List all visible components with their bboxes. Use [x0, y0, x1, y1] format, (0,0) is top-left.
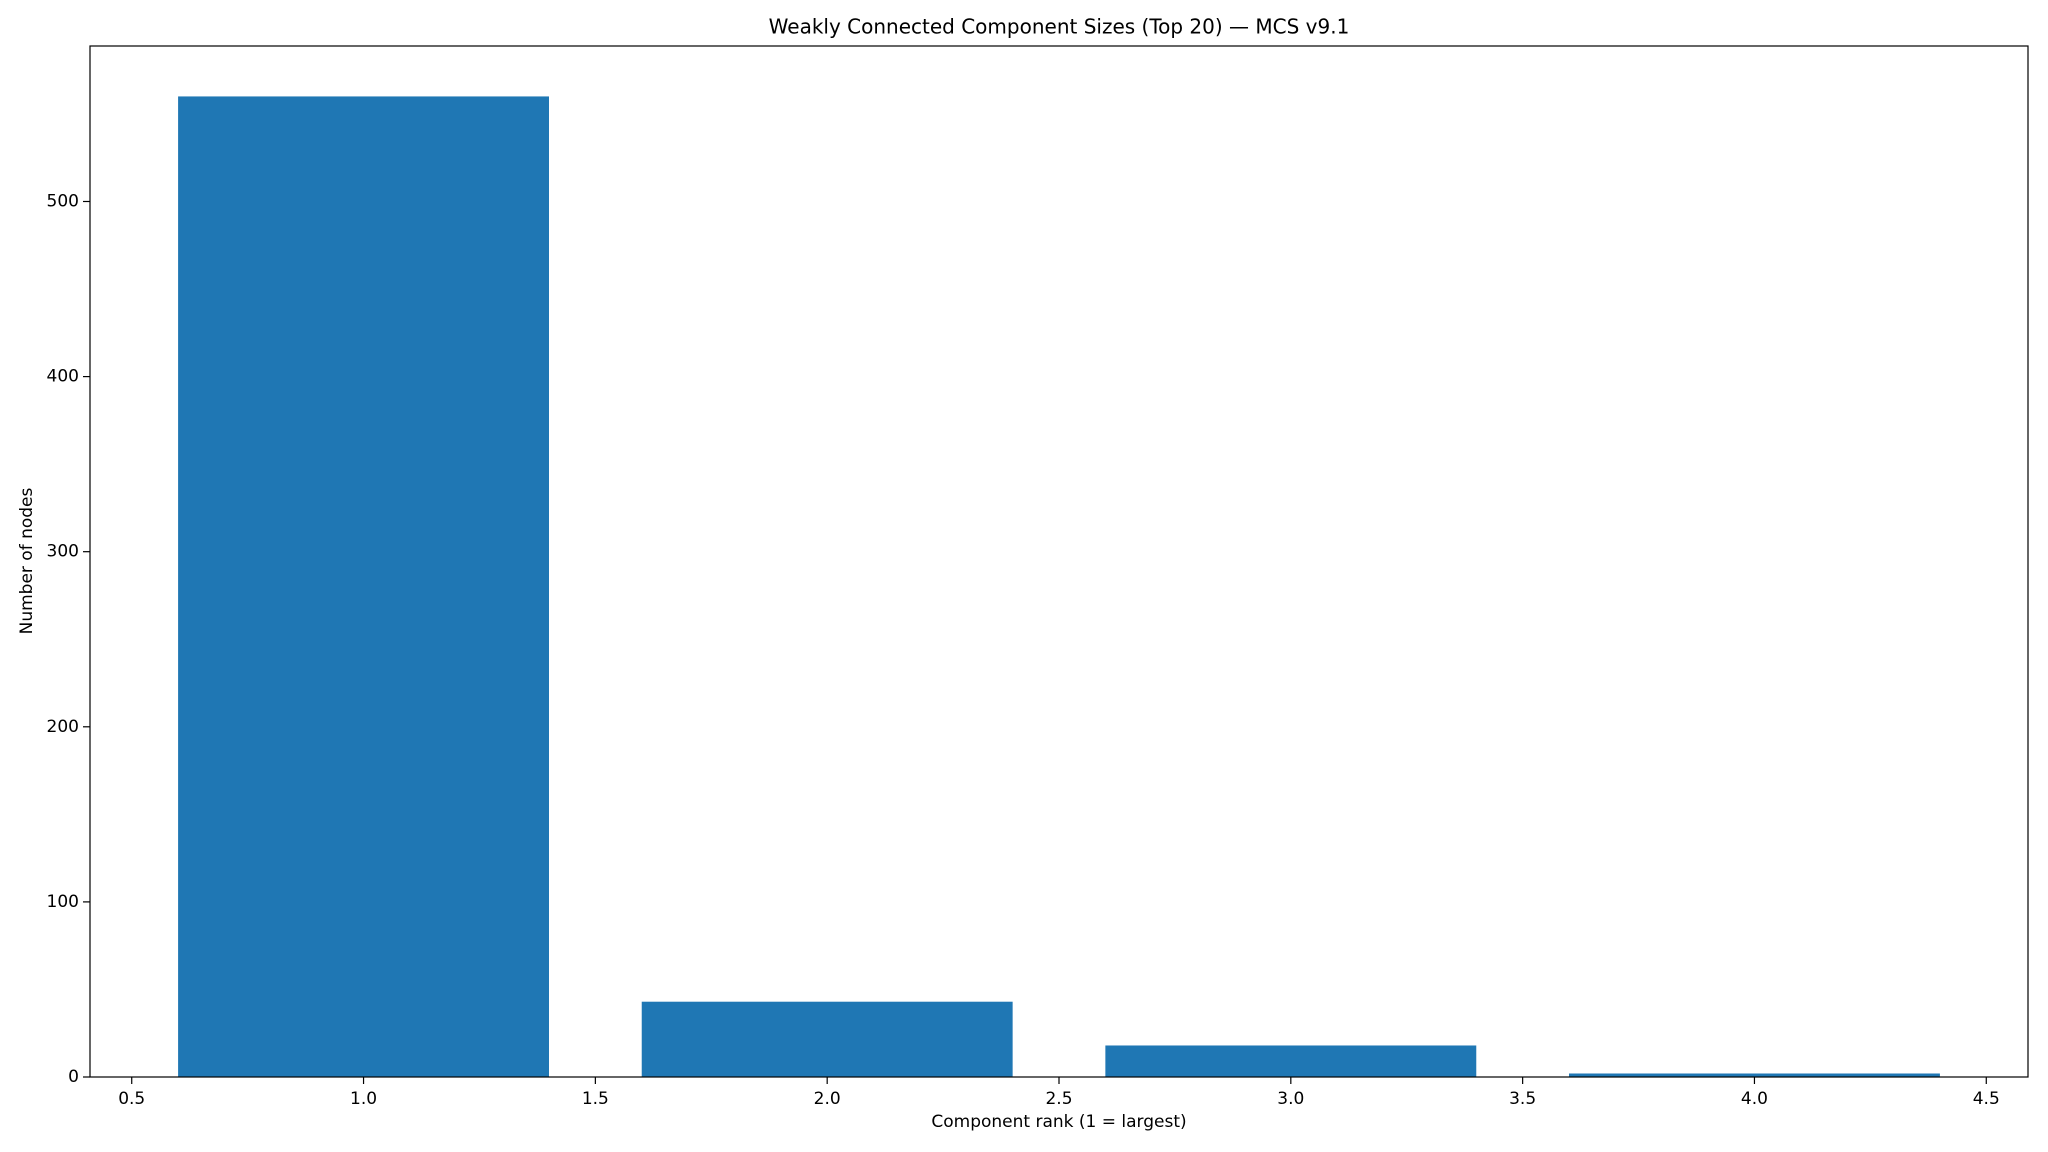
- x-tick-label: 3.5: [1509, 1089, 1536, 1109]
- bar: [178, 96, 549, 1078]
- bar: [641, 1001, 1013, 1077]
- bar: [1569, 1073, 1940, 1077]
- y-tick-label: 0: [68, 1067, 79, 1087]
- y-tick-label: 500: [47, 191, 79, 211]
- x-tick-label: 1.0: [350, 1089, 377, 1109]
- y-tick-label: 200: [47, 717, 79, 737]
- x-tick-label: 2.0: [814, 1089, 841, 1109]
- x-tick-label: 0.5: [118, 1089, 145, 1109]
- bar: [1105, 1045, 1477, 1077]
- x-tick-label: 1.5: [582, 1089, 609, 1109]
- plot-frame: [89, 45, 2029, 1078]
- x-tick-label: 2.5: [1045, 1089, 1072, 1109]
- x-axis-label: Component rank (1 = largest): [931, 1112, 1186, 1132]
- y-tick-label: 300: [47, 542, 79, 562]
- x-tick-label: 4.5: [1973, 1089, 2000, 1109]
- y-tick-label: 100: [47, 892, 79, 912]
- x-tick-label: 3.0: [1277, 1089, 1304, 1109]
- y-tick-label: 400: [47, 367, 79, 387]
- y-axis-label: Number of nodes: [17, 487, 37, 634]
- x-tick-label: 4.0: [1741, 1089, 1768, 1109]
- chart-title: Weakly Connected Component Sizes (Top 20…: [769, 15, 1350, 39]
